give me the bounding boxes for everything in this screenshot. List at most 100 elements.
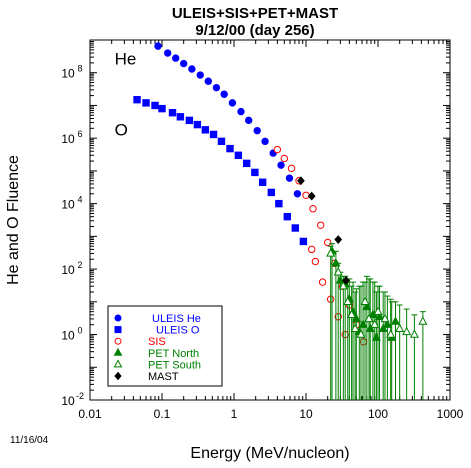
- data-point: [176, 113, 185, 121]
- data-point: [234, 151, 243, 159]
- data-point: [418, 316, 428, 325]
- data-point: [244, 116, 253, 125]
- legend-marker: [114, 326, 122, 334]
- y-tick-exponent: 0: [77, 326, 82, 336]
- data-point: [299, 237, 308, 246]
- data-point: [217, 137, 226, 146]
- data-point: [364, 313, 374, 323]
- data-point: [323, 238, 332, 247]
- data-point: [185, 116, 194, 125]
- data-point: [212, 83, 221, 92]
- data-point: [201, 126, 210, 134]
- data-point: [386, 329, 396, 338]
- data-point: [283, 212, 292, 221]
- data-point: [237, 107, 245, 116]
- data-point: [287, 164, 296, 173]
- data-point: [273, 145, 282, 154]
- data-point: [168, 109, 177, 117]
- data-point: [220, 90, 228, 98]
- data-point: [338, 280, 348, 290]
- data-point: [253, 126, 261, 135]
- data-point: [371, 332, 381, 341]
- legend-marker: [113, 347, 123, 356]
- data-point: [318, 278, 327, 286]
- data-point: [285, 174, 294, 182]
- data-point: [293, 190, 302, 198]
- legend-label: PET South: [148, 359, 201, 371]
- data-point: [204, 77, 213, 85]
- y-tick-label: 10: [61, 263, 75, 277]
- legend-label: SIS: [148, 336, 166, 348]
- data-point: [142, 99, 150, 107]
- legend-marker: [114, 371, 122, 381]
- data-point: [196, 71, 204, 79]
- data-point: [409, 329, 419, 338]
- x-tick-label: 0.01: [78, 407, 102, 421]
- legend-label: ULEIS O: [156, 325, 200, 337]
- x-axis-label: Energy (MeV/nucleon): [190, 445, 349, 462]
- data-point: [373, 306, 383, 315]
- y-tick-exponent: 4: [77, 195, 82, 205]
- legend-marker: [113, 359, 123, 368]
- chart-title: ULEIS+SIS+PET+MAST: [172, 5, 338, 22]
- data-point: [311, 257, 320, 266]
- data-point: [228, 99, 237, 107]
- data-point: [188, 65, 196, 73]
- x-tick-label: 1: [231, 407, 238, 421]
- data-point: [242, 159, 251, 168]
- legend-label: PET North: [148, 348, 199, 360]
- date-stamp: 11/16/04: [10, 435, 49, 446]
- data-point: [193, 120, 202, 129]
- data-point: [360, 296, 370, 306]
- x-tick-label: 0.1: [154, 407, 171, 421]
- species-label: He: [115, 49, 137, 68]
- y-axis-label: He and O Fluence: [5, 155, 22, 285]
- data-point: [342, 275, 350, 285]
- series-mast: [297, 176, 350, 285]
- x-tick-label: 100: [368, 407, 388, 421]
- data-point: [326, 248, 336, 257]
- data-point: [350, 323, 360, 332]
- data-point: [302, 191, 310, 199]
- x-tick-label: 10: [299, 407, 313, 421]
- y-tick-label: 10: [61, 198, 75, 212]
- data-point: [395, 323, 405, 332]
- x-tick-labels: 0.01 0.1 1 10 100 1000: [78, 407, 463, 421]
- y-tick-exponent: 6: [77, 129, 82, 139]
- data-point: [316, 221, 325, 229]
- data-point: [267, 188, 276, 197]
- data-point: [356, 329, 366, 338]
- data-point: [151, 101, 159, 110]
- data-point: [333, 267, 343, 276]
- data-point: [261, 137, 269, 146]
- data-point: [370, 319, 380, 328]
- data-point: [347, 309, 357, 319]
- data-point: [258, 178, 267, 186]
- legend-marker: [114, 337, 122, 345]
- series-uleis-o: [133, 95, 308, 246]
- legend-label: ULEIS He: [152, 313, 201, 325]
- y-tick-exponent: -2: [76, 391, 84, 401]
- y-tick-label: 10: [61, 132, 75, 146]
- data-point: [334, 235, 343, 244]
- legend-label: MAST: [148, 371, 179, 383]
- data-marks: [133, 42, 428, 400]
- chart-subtitle: 9/12/00 (day 256): [195, 22, 314, 39]
- data-point: [308, 245, 316, 254]
- series-uleis-he: [154, 42, 302, 198]
- y-tick-label: 10: [61, 67, 75, 81]
- data-point: [351, 313, 361, 323]
- data-point: [275, 199, 283, 208]
- data-point: [343, 296, 353, 306]
- data-point: [380, 313, 390, 323]
- data-point: [365, 323, 375, 332]
- data-point: [307, 191, 316, 201]
- y-tick-exponent: 2: [77, 260, 82, 270]
- axis-ticks: [89, 40, 450, 401]
- x-tick-label: 1000: [437, 407, 464, 421]
- series-pet-north: [327, 243, 401, 400]
- species-label: O: [115, 121, 128, 140]
- data-point: [291, 224, 299, 232]
